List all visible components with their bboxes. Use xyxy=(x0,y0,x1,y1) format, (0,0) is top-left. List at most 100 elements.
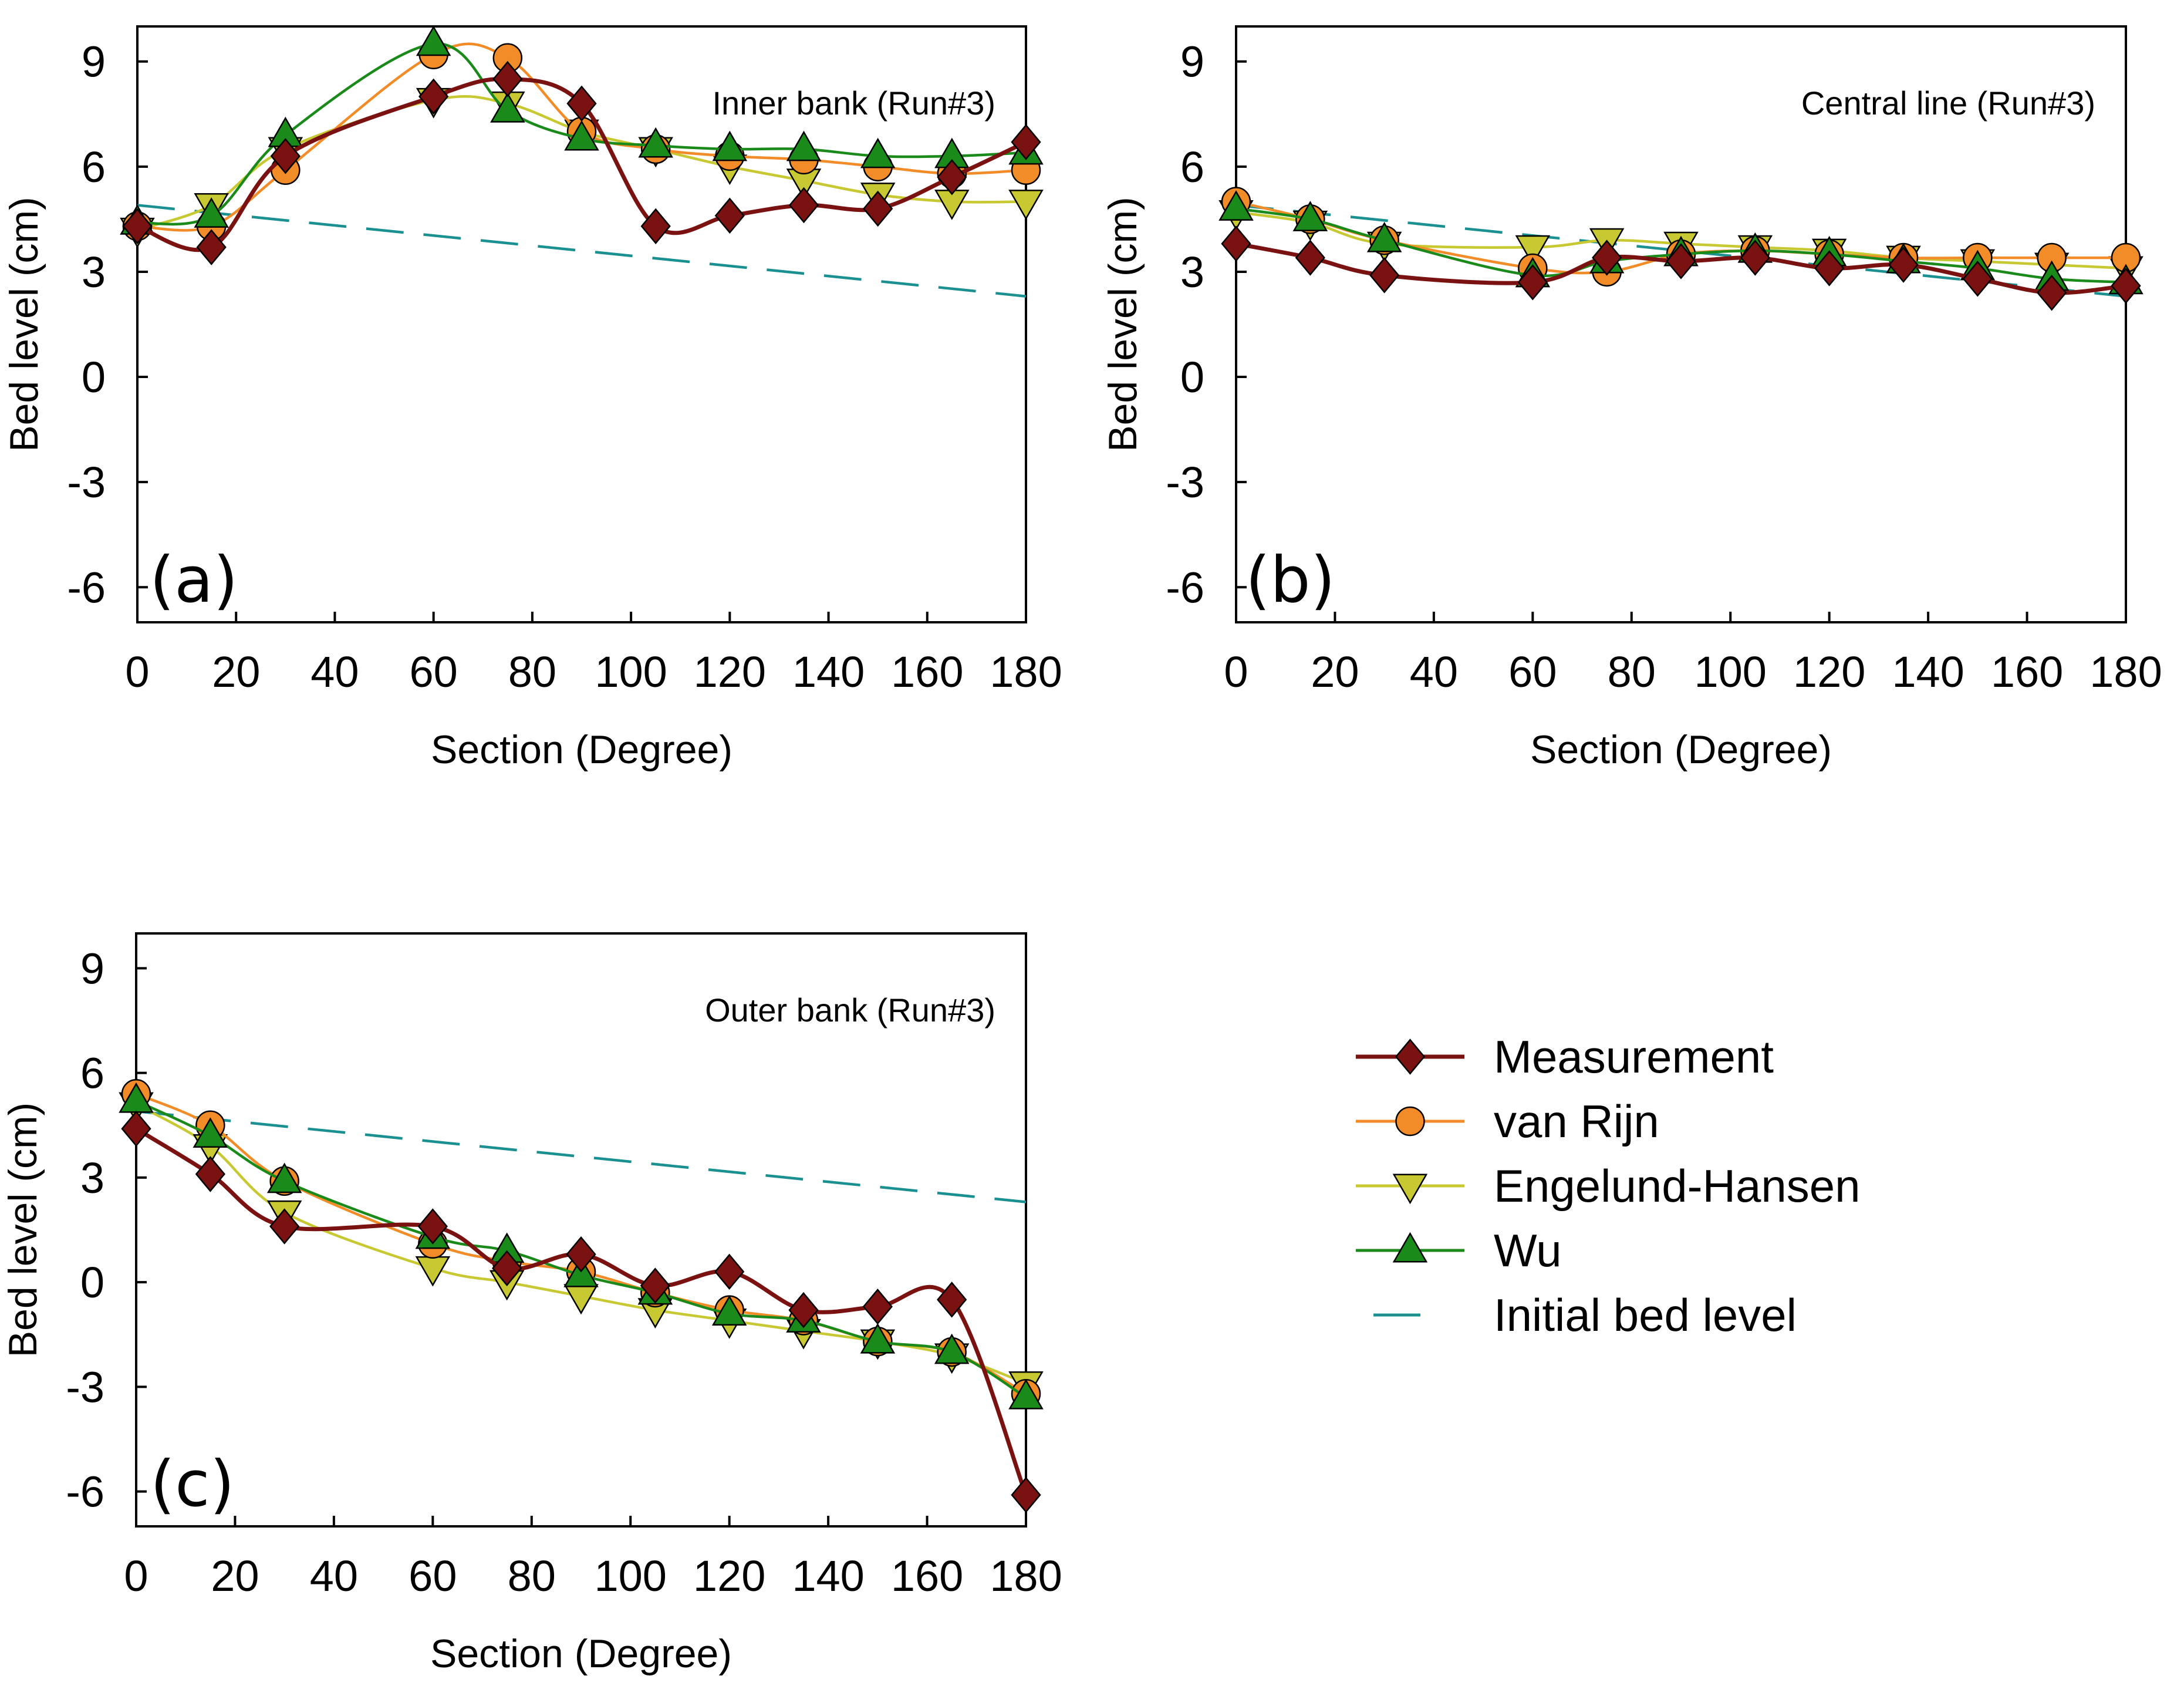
measurement-point xyxy=(863,190,893,227)
x-tick-label: 160 xyxy=(1991,648,2063,696)
legend-marker xyxy=(1392,1232,1428,1263)
measurement-point xyxy=(2111,268,2141,304)
panel-label: (c) xyxy=(150,1448,235,1521)
initial-bed-level-line xyxy=(137,204,1027,298)
x-axis-title: Section (Degree) xyxy=(430,1631,732,1676)
series-initial-bed-level xyxy=(136,1110,1027,1203)
wu-point xyxy=(193,1117,228,1148)
series-wu xyxy=(119,1082,1044,1410)
wu-point xyxy=(194,197,229,228)
x-tick-label: 120 xyxy=(694,648,766,696)
x-tick-label: 20 xyxy=(212,648,260,696)
measurement-point xyxy=(566,85,597,122)
wu-point xyxy=(786,130,822,161)
x-tick-label: 120 xyxy=(1793,648,1865,696)
y-tick-label: 3 xyxy=(1180,248,1204,296)
legend-entry-wu: Wu xyxy=(1356,1225,1562,1276)
series-initial-bed-level xyxy=(1236,204,2126,298)
legend-marker xyxy=(1395,1038,1426,1075)
measurement-point xyxy=(862,1288,893,1325)
measurement-point xyxy=(195,1156,225,1192)
y-tick-label: 6 xyxy=(80,1049,104,1098)
measurement-point xyxy=(1011,124,1041,160)
x-tick-label: 140 xyxy=(792,648,865,696)
legend-entry-van-rijn: van Rijn xyxy=(1356,1095,1659,1147)
measurement-point xyxy=(937,1282,967,1318)
measurement-point xyxy=(788,187,819,224)
measurement-point xyxy=(714,197,745,234)
y-axis-title: Bed level (cm) xyxy=(2,197,46,452)
y-tick-label: 3 xyxy=(80,1154,104,1202)
wu-point xyxy=(1292,201,1328,231)
x-tick-label: 0 xyxy=(124,1552,148,1600)
legend-label: Initial bed level xyxy=(1494,1289,1797,1341)
y-tick-label: 9 xyxy=(82,38,106,86)
x-tick-label: 20 xyxy=(211,1552,259,1600)
measurement-point xyxy=(270,138,301,174)
wu-point xyxy=(1366,221,1402,252)
measurement-point xyxy=(1888,247,1919,283)
x-tick-label: 60 xyxy=(410,648,458,696)
x-axis-title: Section (Degree) xyxy=(431,727,732,772)
y-tick-label: 6 xyxy=(1180,143,1204,191)
x-tick-label: 140 xyxy=(792,1552,864,1600)
measurement-point xyxy=(1369,257,1400,294)
plot-frame xyxy=(135,932,1027,1528)
panel-title: Central line (Run#3) xyxy=(1801,85,2095,122)
measurement-point xyxy=(714,1253,745,1290)
x-tick-label: 180 xyxy=(990,648,1062,696)
measurement-point xyxy=(1740,240,1770,276)
measurement-point xyxy=(418,78,449,115)
measurement-point xyxy=(1962,261,1993,297)
legend-label: Wu xyxy=(1494,1225,1562,1276)
measurement-point xyxy=(640,208,671,245)
legend-label: van Rijn xyxy=(1494,1095,1659,1147)
measurement-point xyxy=(1011,1476,1041,1513)
x-tick-label: 160 xyxy=(891,648,963,696)
measurement-point xyxy=(492,60,523,97)
panel-a: 0 20 40 60 80 100 120 140 160 180 -6 -3 0 3 6 9 Section … xyxy=(2,25,1062,772)
x-tick-label: 100 xyxy=(594,1552,666,1600)
legend-entry-initial-bed-level: Initial bed level xyxy=(1373,1289,1797,1341)
x-tick-label: 140 xyxy=(1892,648,1964,696)
measurement-point xyxy=(788,1292,819,1329)
series-measurement xyxy=(122,60,1041,265)
measurement-point xyxy=(1295,240,1325,276)
wu-point xyxy=(860,137,896,168)
measurement-point xyxy=(1517,264,1548,301)
y-tick-label: -6 xyxy=(1166,563,1204,612)
x-tick-label: 60 xyxy=(409,1552,457,1600)
wu-point xyxy=(266,1162,302,1193)
legend-entry-engelund-hansen: Engelund-Hansen xyxy=(1356,1160,1860,1212)
y-tick-label: 0 xyxy=(1180,353,1204,402)
wu-point xyxy=(416,25,451,56)
x-tick-label: 120 xyxy=(693,1552,765,1600)
x-tick-label: 0 xyxy=(125,648,149,696)
legend-entry-measurement: Measurement xyxy=(1356,1031,1774,1083)
y-tick-label: 0 xyxy=(80,1258,104,1307)
measurement-point xyxy=(122,208,153,245)
series-wu xyxy=(120,25,1044,235)
series-measurement xyxy=(1221,225,2141,311)
wu-point xyxy=(712,130,748,161)
x-tick-label: 20 xyxy=(1311,648,1359,696)
y-tick-label: 0 xyxy=(82,353,106,402)
y-axis-title: Bed level (cm) xyxy=(1101,197,1145,452)
panel-c: 0 20 40 60 80 100 120 140 160 180 -6 -3 0 3 6 9 Section … xyxy=(1,932,1062,1676)
wu-point xyxy=(1218,190,1254,221)
plot-frame xyxy=(136,25,1027,623)
series-initial-bed-level xyxy=(137,204,1027,298)
legend-label: Engelund-Hansen xyxy=(1494,1160,1860,1212)
measurement-point xyxy=(417,1208,448,1245)
measurement-point xyxy=(566,1236,596,1273)
measurement-point xyxy=(1666,243,1696,279)
measurement-point xyxy=(937,159,967,195)
initial-bed-level-line xyxy=(1236,204,2126,298)
x-tick-label: 100 xyxy=(1694,648,1766,696)
x-tick-label: 80 xyxy=(508,1552,556,1600)
panel-title: Outer bank (Run#3) xyxy=(705,992,995,1029)
y-tick-label: -6 xyxy=(67,563,106,612)
legend-marker xyxy=(1395,1106,1425,1137)
x-tick-label: 40 xyxy=(310,648,359,696)
